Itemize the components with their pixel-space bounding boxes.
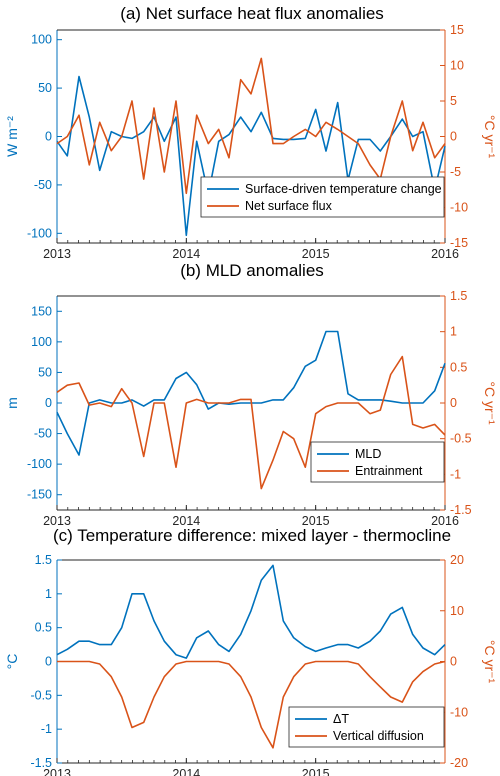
panel-a-title: (a) Net surface heat flux anomalies (120, 4, 384, 23)
panel-b-xtick-label: 2013 (43, 514, 71, 528)
panel-a-left-ytick-label: -50 (34, 178, 52, 192)
panel-a-right-ytick-label: 0 (450, 130, 457, 144)
panel-c: (c) Temperature difference: mixed layer … (4, 526, 498, 776)
panel-a-legend: Surface-driven temperature change Net su… (200, 176, 445, 218)
panel-c-left-ytick-label: 1 (45, 587, 52, 601)
panel-b-series-right-line (56, 355, 446, 490)
panel-c-right-axis-label: °C yr⁻¹ (482, 640, 498, 684)
panel-b-right-ytick-label: 0.5 (450, 360, 467, 374)
panel-b-legend: MLD Entrainment (310, 441, 445, 483)
panel-a-right-ytick-label: -15 (450, 236, 468, 250)
panel-b-right-ytick-label: -1 (450, 467, 461, 481)
panel-b-xtick-label: 2016 (431, 514, 459, 528)
panel-b-left-ytick-label: -150 (27, 488, 52, 502)
panel-b-left-axis-label: m (4, 397, 20, 409)
panel-b-right-ytick-label: -1.5 (450, 503, 472, 517)
panel-c-right-ytick-label: 0 (450, 655, 457, 669)
panel-b-right-ytick-label: 1 (450, 325, 457, 339)
panel-c-plot: 2013 2014 2015 -1.5 -1 -0.5 0 0.5 1 1.5 -20 -10 0 10 2… (30, 553, 468, 776)
panel-a-xtick-label: 2016 (431, 247, 459, 261)
panel-b-right-axis-label: °C yr⁻¹ (482, 381, 498, 425)
panel-b: (b) MLD anomalies m °C yr⁻¹ 2013 2014 2015… (4, 261, 498, 528)
panel-a-right-ytick-label: -10 (450, 201, 468, 215)
panel-a-minor-ticks (67, 240, 435, 243)
panel-c-xtick-label: 2015 (302, 767, 330, 776)
panel-b-left-ytick-label: 100 (31, 335, 52, 349)
panel-a-left-ytick-label: -100 (27, 226, 52, 240)
panel-a-right-ytick-label: 10 (450, 59, 464, 73)
panel-b-left-ytick-label: 0 (45, 396, 52, 410)
panel-c-left-ytick-label: -1.5 (30, 756, 52, 770)
panel-a-left-ytick-label: 0 (45, 130, 52, 144)
panel-a-left-axis-label: W m⁻² (4, 116, 20, 157)
panel-c-legend: ΔT Vertical diffusion (288, 706, 445, 748)
panel-c-right-ytick-label: 20 (450, 553, 464, 567)
panel-b-left-ytick-label: -100 (27, 457, 52, 471)
panel-c-left-ytick-label: -1 (41, 722, 52, 736)
panel-b-xtick-label: 2015 (302, 514, 330, 528)
panel-a-legend-label-surface: Surface-driven temperature change (245, 182, 442, 196)
panel-a-xtick-label: 2014 (172, 247, 200, 261)
panel-c-series-right-line (57, 660, 446, 749)
panel-c-left-ytick-label: -0.5 (30, 688, 52, 702)
panel-c-right-ytick-label: 10 (450, 604, 464, 618)
panel-c-legend-box (288, 706, 445, 748)
panel-a-right-axis-label: °C yr⁻¹ (482, 115, 498, 159)
panel-c-legend-label-diffusion: Vertical diffusion (333, 729, 424, 743)
panel-a-plot: 2013 2014 2015 2016-100-50050100-15-10-5051… (27, 23, 468, 261)
panel-a-right-ytick-label: -5 (450, 165, 461, 179)
panel-a-xtick-label: 2013 (43, 247, 71, 261)
panel-b-xtick-label: 2014 (172, 514, 200, 528)
panel-c-minor-ticks (67, 760, 435, 763)
panel-a-series-right-line (56, 57, 446, 195)
panel-b-plot: 2013 2014 2015 2016 -150 -100 -50 0 50 100 150 -1.5… (27, 289, 472, 528)
panel-c-left-ytick-label: 1.5 (35, 553, 52, 567)
panel-a-xtick-label: 2015 (302, 247, 330, 261)
panel-c-right-ytick-label: -20 (450, 756, 468, 770)
panel-a-left-ytick-label: 50 (38, 81, 52, 95)
panel-b-right-ytick-label: 1.5 (450, 289, 467, 303)
panel-b-right-ytick-label: 0 (450, 396, 457, 410)
panel-c-xtick-label: 2014 (172, 767, 200, 776)
panel-c-left-ytick-label: 0.5 (35, 621, 52, 635)
panel-c-right-ytick-label: -10 (450, 705, 468, 719)
panel-c-xtick-label: 2013 (43, 767, 71, 776)
panel-b-right-ytick-label: -0.5 (450, 432, 472, 446)
panel-b-series-left-line (56, 330, 446, 456)
panel-a-right-ytick-label: 5 (450, 94, 457, 108)
panel-a: (a) Net surface heat flux anomalies W m⁻… (4, 4, 498, 261)
panel-c-series-left-line (56, 564, 446, 659)
panel-b-left-ytick-label: 150 (31, 304, 52, 318)
panel-a-right-ytick-label: 15 (450, 23, 464, 37)
panel-b-left-ytick-label: -50 (34, 427, 52, 441)
panel-c-left-axis-label: °C (4, 654, 20, 670)
panel-c-title: (c) Temperature difference: mixed layer … (53, 526, 451, 545)
panel-b-legend-label-mld: MLD (355, 447, 381, 461)
panel-a-left-ytick-label: 100 (31, 33, 52, 47)
panel-b-legend-label-entrainment: Entrainment (355, 464, 423, 478)
panel-a-legend-box (200, 176, 445, 218)
panel-b-title: (b) MLD anomalies (180, 261, 324, 280)
panel-c-left-ytick-label: 0 (45, 655, 52, 669)
panel-b-legend-box (310, 441, 445, 483)
panel-a-legend-label-netflux: Net surface flux (245, 199, 333, 213)
panel-b-left-ytick-label: 50 (38, 365, 52, 379)
panel-c-legend-label-deltat: ΔT (333, 712, 349, 726)
